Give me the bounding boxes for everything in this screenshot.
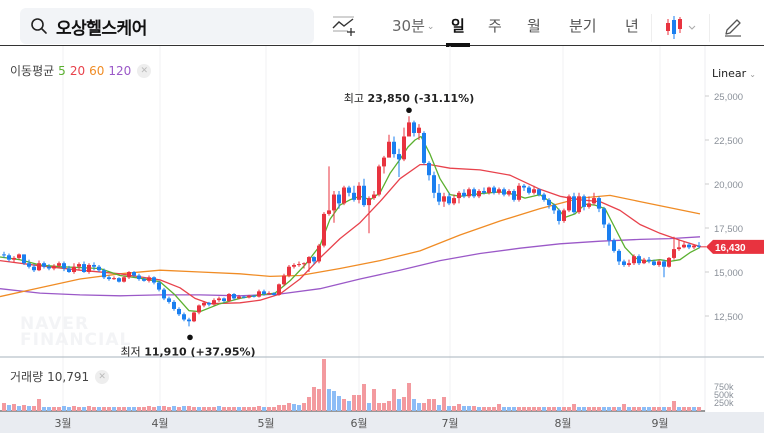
x-tick: 9월 bbox=[651, 417, 669, 430]
svg-text:최고 23,850 (-31.11%): 최고 23,850 (-31.11%) bbox=[344, 92, 474, 105]
svg-text:500k: 500k bbox=[714, 390, 734, 400]
ma60-label[interactable]: 60 bbox=[89, 63, 105, 78]
period-month[interactable]: 월 bbox=[527, 17, 541, 35]
x-tick: 8월 bbox=[554, 417, 572, 430]
svg-text:최저 11,910 (+37.95%): 최저 11,910 (+37.95%) bbox=[120, 345, 255, 358]
svg-text:15,000: 15,000 bbox=[714, 268, 743, 279]
search-icon bbox=[31, 18, 47, 34]
svg-text:750k: 750k bbox=[714, 382, 734, 392]
candlesticks bbox=[2, 116, 701, 327]
svg-text:20,000: 20,000 bbox=[714, 180, 743, 191]
stock-name: 오상헬스케어 bbox=[56, 18, 147, 39]
ma120-label[interactable]: 120 bbox=[108, 63, 132, 78]
active-tab-indicator bbox=[446, 43, 470, 47]
ma5-label[interactable]: 5 bbox=[58, 63, 66, 78]
indicator-add-icon[interactable] bbox=[332, 14, 356, 38]
x-axis: 3월 4월 5월 6월 7월 8월 9월 bbox=[0, 412, 764, 433]
svg-text:25,000: 25,000 bbox=[714, 92, 743, 103]
y-axis: 12,500 15,000 17,500 20,000 22,500 25,000 750k… bbox=[705, 92, 743, 408]
x-tick: 7월 bbox=[441, 417, 459, 430]
chevron-down-icon: ⌄ bbox=[749, 70, 756, 79]
chevron-down-icon bbox=[688, 25, 696, 30]
toolbar: 오상헬스케어 30분 ⌄ 일 주 월 분기 년 bbox=[0, 0, 764, 47]
svg-text:250k: 250k bbox=[714, 398, 734, 408]
period-30min[interactable]: 30분 ⌄ bbox=[392, 17, 435, 35]
pencil-icon[interactable] bbox=[722, 16, 744, 38]
x-tick: 3월 bbox=[54, 417, 72, 430]
svg-text:12,500: 12,500 bbox=[714, 312, 743, 323]
volume-value: 10,791 bbox=[47, 369, 90, 384]
stock-search-box[interactable]: 오상헬스케어 bbox=[20, 8, 314, 44]
ma-label: 이동평균 bbox=[10, 64, 55, 78]
naver-financial-watermark: NAVER FINANCIAL bbox=[20, 314, 132, 350]
period-year[interactable]: 년 bbox=[625, 17, 639, 35]
volume-bars bbox=[2, 359, 701, 411]
svg-text:22,500: 22,500 bbox=[714, 136, 743, 147]
high-low-annotations: 최고 23,850 (-31.11%) 최저 11,910 (+37.95%) 16… bbox=[120, 92, 764, 358]
x-tick: 6월 bbox=[350, 417, 368, 430]
toolbar-divider bbox=[709, 14, 710, 42]
moving-average-legend: 이동평균 5 20 60 120 ✕ bbox=[10, 62, 152, 79]
chevron-down-icon: ⌄ bbox=[426, 22, 435, 32]
remove-volume-close-icon[interactable]: ✕ bbox=[95, 369, 110, 384]
toolbar-divider bbox=[651, 14, 652, 42]
svg-text:17,500: 17,500 bbox=[714, 224, 743, 235]
chart-area[interactable]: NAVER FINANCIAL 12,500 15,000 17,500 20,000… bbox=[0, 46, 764, 433]
candle-chart-type-icon[interactable] bbox=[664, 14, 700, 40]
price-chart[interactable]: 12,500 15,000 17,500 20,000 22,500 25,000 750k… bbox=[0, 46, 764, 412]
scale-mode-dropdown[interactable]: Linear ⌄ bbox=[712, 67, 756, 80]
ma20-label[interactable]: 20 bbox=[69, 63, 86, 78]
x-tick: 4월 bbox=[151, 417, 169, 430]
x-tick: 5월 bbox=[257, 417, 275, 430]
period-day[interactable]: 일 bbox=[451, 17, 465, 35]
period-quarter[interactable]: 분기 bbox=[569, 17, 597, 35]
period-week[interactable]: 주 bbox=[488, 17, 502, 35]
remove-ma-close-icon[interactable]: ✕ bbox=[137, 63, 152, 78]
volume-legend: 거래량 10,791 ✕ bbox=[10, 368, 110, 385]
volume-label: 거래량 bbox=[10, 370, 44, 384]
svg-text:16,430: 16,430 bbox=[715, 243, 746, 254]
moving-average-lines bbox=[0, 135, 701, 313]
